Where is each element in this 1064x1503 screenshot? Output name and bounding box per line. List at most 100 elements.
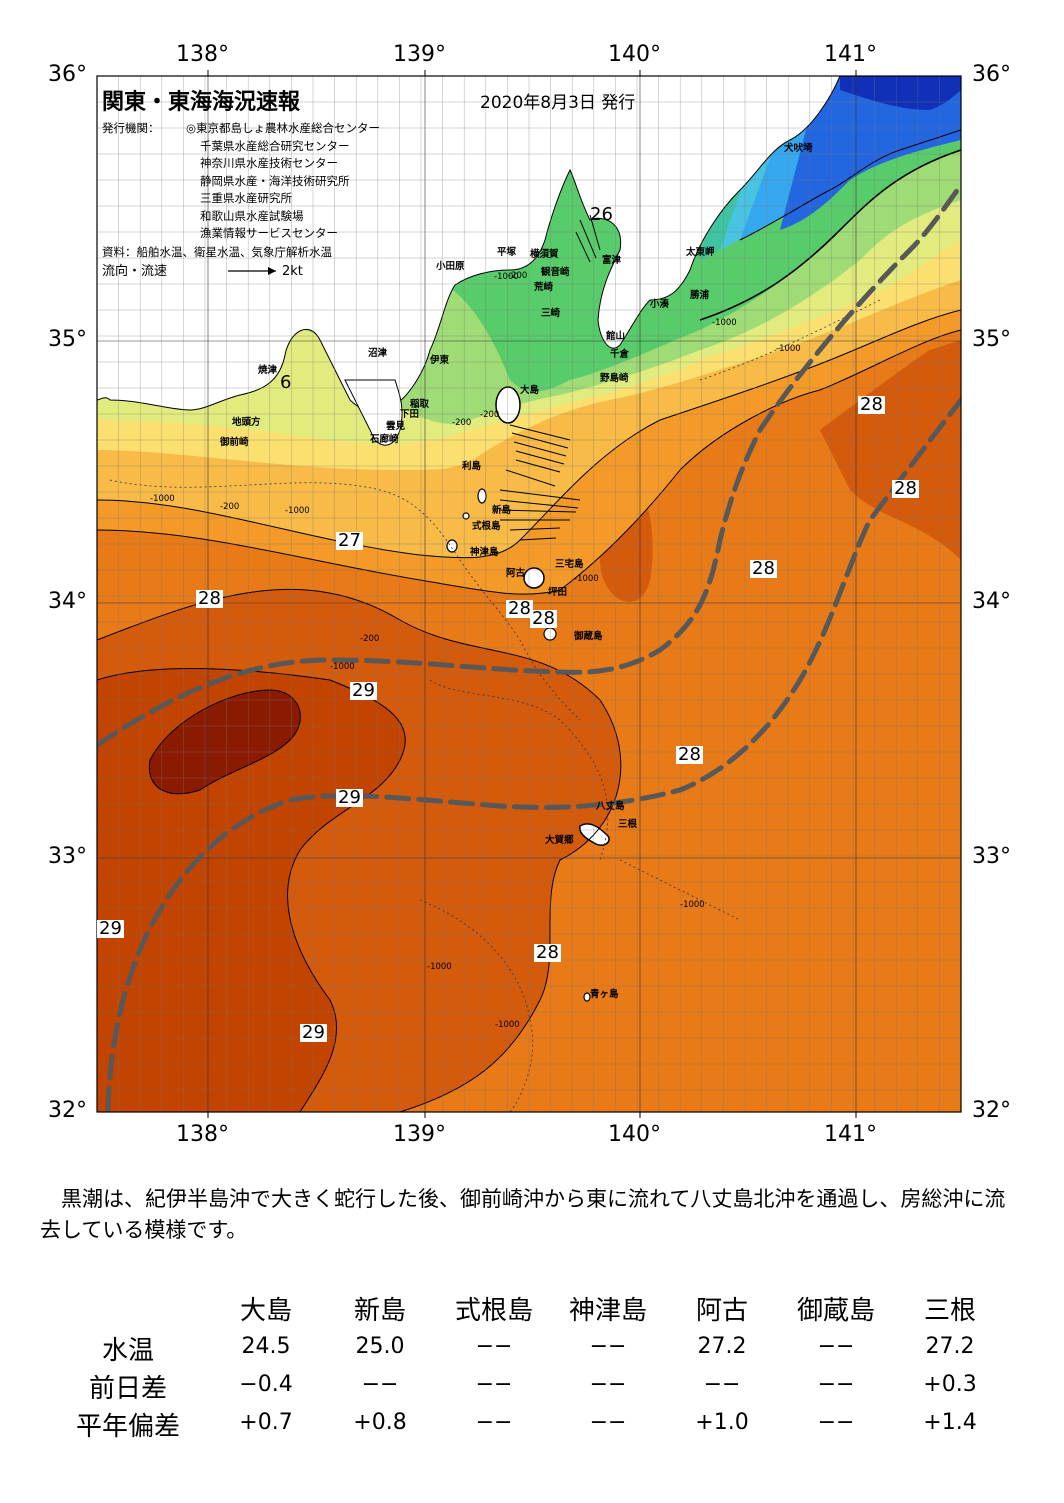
place-name: 神津島 (470, 547, 499, 558)
depth-label: -1000 (574, 574, 599, 584)
depth-label: -1000 (495, 1020, 520, 1030)
lon-label-top-139: 139° (393, 42, 446, 67)
place-name: 平塚 (497, 247, 517, 258)
lon-label-top-141: 141° (824, 42, 877, 67)
table-cell: 24.5 (241, 1334, 291, 1359)
issuer-item: 千葉県水産総合研究センター (200, 138, 350, 153)
table-cell: −− (361, 1372, 399, 1397)
current-scale-arrow (228, 267, 276, 275)
depth-label: -200 (480, 410, 500, 420)
col-header: 大島 (239, 1296, 292, 1326)
depth-contours (109, 299, 881, 1112)
issue-date: 2020年8月3日 発行 (480, 93, 636, 113)
place-name: 雲見 (386, 421, 406, 432)
table-cell: 27.2 (697, 1334, 747, 1359)
place-name: 御蔵島 (574, 631, 603, 642)
island-kozushima (446, 539, 458, 553)
place-name: 小田原 (436, 261, 465, 272)
lat-label-left-35: 35° (48, 327, 87, 352)
island-mikurajima (543, 627, 557, 641)
land-honshu (97, 76, 841, 414)
table-cell: −− (475, 1410, 513, 1435)
place-name: 千倉 (610, 349, 630, 360)
isotherm-label: 29 (336, 787, 363, 808)
table-cell: +0.8 (353, 1410, 407, 1435)
place-name: 三根 (618, 819, 638, 830)
lat-label-right-33: 33° (972, 844, 1011, 869)
col-header: 阿古 (695, 1296, 748, 1326)
lon-label-bottom-139: 139° (393, 1122, 446, 1147)
temp-zone-29-plus (149, 690, 301, 794)
observation-table: 大島 新島 式根島 神津島 阿古 御蔵島 三根 水温 前日差 平年偏差 24.5… (0, 1290, 1064, 1470)
table-cell: −− (703, 1372, 741, 1397)
graticule-minor (97, 76, 961, 1112)
place-name: 大賀郷 (545, 835, 574, 846)
isotherm-label: 28 (530, 608, 557, 629)
col-header: 神津島 (568, 1296, 647, 1326)
table-cell: +0.7 (239, 1410, 293, 1435)
col-header: 御蔵島 (796, 1296, 875, 1326)
island-miyakejima (523, 567, 545, 589)
table-cell: +1.4 (923, 1410, 977, 1435)
row-label: 水温 (101, 1336, 154, 1366)
place-name: 坪田 (548, 587, 568, 598)
place-name: 青ヶ島 (590, 989, 619, 1000)
map-title: 関東・東海海況速報 (102, 90, 301, 115)
table-cell: −− (817, 1334, 855, 1359)
temp-zone-19 (780, 76, 961, 230)
isotherm-label: 28 (506, 598, 533, 619)
issuer-item: 三重県水産研究所 (200, 191, 292, 205)
table-cell: −− (589, 1334, 627, 1359)
place-name: 地頭方 (232, 417, 261, 428)
place-name: 三崎 (541, 308, 561, 319)
kuroshio-path (97, 182, 961, 1112)
place-name: 式根島 (472, 521, 501, 532)
place-name: 館山 (606, 331, 626, 342)
place-name: 稲取 (410, 399, 430, 410)
issuer-item: ◎東京都島しょ農林水産総合センター (186, 121, 381, 135)
depth-label: -200 (508, 271, 528, 281)
place-name: 大島 (520, 385, 540, 396)
depth-label: -1000 (427, 962, 452, 972)
island-aogashima (583, 992, 591, 1002)
island-oshima (495, 386, 521, 424)
isotherm-label: 28 (534, 942, 561, 963)
isotherm-label: 28 (196, 588, 223, 609)
isotherm-label: 29 (350, 680, 377, 701)
isotherm-label: 27 (336, 530, 363, 551)
place-name: 勝浦 (690, 290, 710, 301)
col-header: 三根 (923, 1296, 976, 1326)
isotherm-label: 28 (892, 478, 919, 499)
current-legend-label: 流向・流速 (102, 264, 168, 279)
depth-label: -200 (360, 634, 380, 644)
data-source: 資料：船舶水温、衛星水温、気象庁解析水温 (102, 245, 332, 259)
table-cell: +1.0 (695, 1410, 749, 1435)
table-cell: −− (589, 1410, 627, 1435)
summary-text: 黒潮は、紀伊半島沖で大きく蛇行した後、御前崎沖から東に流れて八丈島北沖を通過し、… (40, 1187, 1006, 1242)
issuer-item: 神奈川県水産技術センター (200, 156, 338, 170)
depth-label: -200 (220, 502, 240, 512)
issuer-item: 和歌山県水産試験場 (200, 208, 304, 223)
depth-label: -1000 (150, 494, 175, 504)
depth-label: -1000 (712, 318, 737, 328)
col-header: 式根島 (454, 1296, 533, 1326)
lat-label-right-35: 35° (972, 327, 1011, 352)
place-name: 利島 (462, 461, 482, 472)
lat-label-left-32: 32° (48, 1098, 87, 1123)
isotherm-label: 28 (676, 744, 703, 765)
isotherm-label: 29 (97, 918, 124, 939)
place-name: 横須賀 (530, 249, 559, 260)
place-name: 富津 (602, 255, 622, 266)
col-header: 新島 (353, 1296, 406, 1326)
place-name: 新島 (492, 505, 512, 516)
isotherm-label: 28 (750, 558, 777, 579)
lat-label-left-33: 33° (48, 844, 87, 869)
place-name: 下田 (400, 409, 420, 420)
place-name: 荒崎 (534, 282, 554, 293)
place-name: 焼津 (258, 365, 278, 376)
table-cell: −− (475, 1334, 513, 1359)
island-shikinejima (462, 512, 470, 520)
map-frame (96, 75, 962, 1113)
table-cell: −0.4 (239, 1372, 293, 1397)
isotherm-label: 29 (300, 1022, 327, 1043)
